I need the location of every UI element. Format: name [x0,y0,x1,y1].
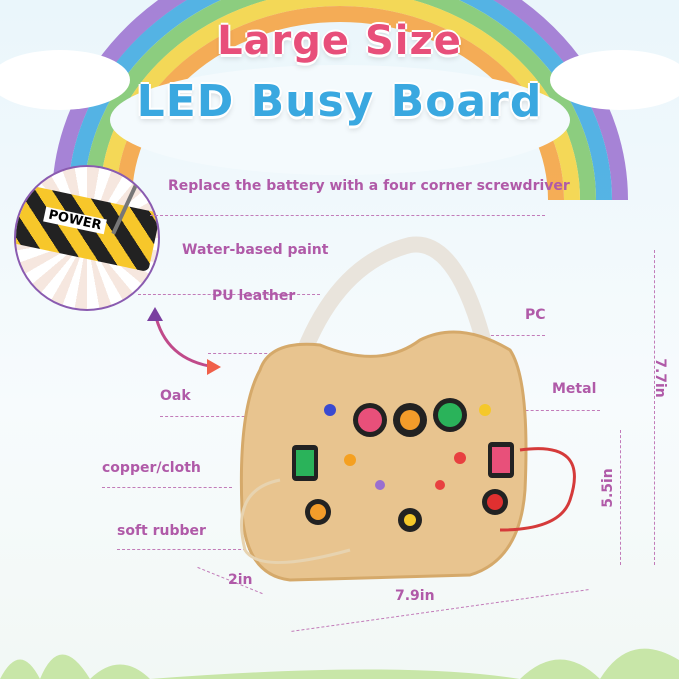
label-metal: Metal [552,381,597,397]
label-pc: PC [525,307,546,323]
wood-board [239,330,528,582]
label-battery: Replace the battery with a four corner s… [168,178,570,194]
dim-depth: 2in [228,572,253,588]
label-oak: Oak [160,388,191,404]
title-line-1: Large Size [217,18,462,64]
label-rubber: soft rubber [117,523,206,539]
rainbow-background [0,0,679,200]
busy-board-product [239,236,576,582]
dim-width: 7.9in [395,588,435,604]
curved-arrow-icon [147,307,221,375]
dim-total-height: 7.7in [651,358,668,398]
title-line-2: LED Busy Board [136,76,543,127]
buttons [292,398,514,532]
label-copper: copper/cloth [102,460,201,476]
grass-decoration [0,648,679,679]
dim-board-height: 5.5in [599,468,616,508]
label-leather: PU leather [212,288,296,304]
battery-inset-image: POWER [14,165,160,311]
label-paint: Water-based paint [182,242,329,258]
